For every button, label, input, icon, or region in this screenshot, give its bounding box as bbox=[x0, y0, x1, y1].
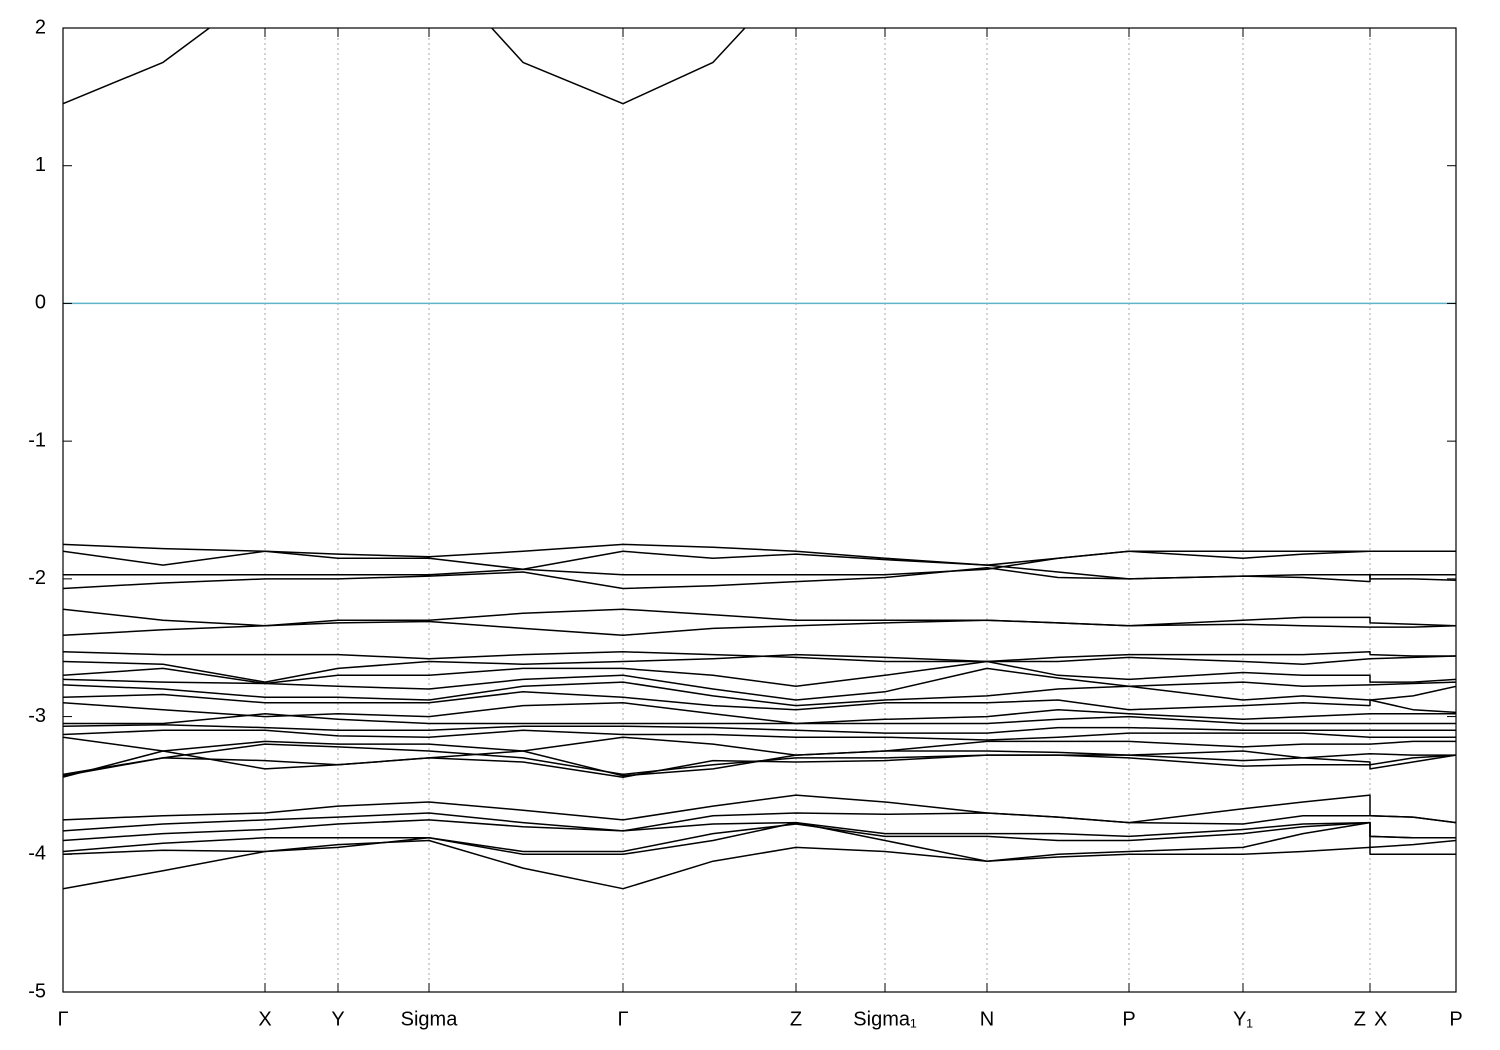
plot-frame bbox=[62, 27, 1457, 993]
x-tick-label: Sigma bbox=[401, 1008, 459, 1030]
y-tick-label: 1 bbox=[35, 154, 46, 176]
band-line bbox=[63, 543, 1456, 566]
x-tick-label: Γ bbox=[57, 1008, 68, 1030]
y-tick-label: -4 bbox=[28, 843, 46, 865]
band-line bbox=[63, 736, 1456, 756]
band-line bbox=[63, 660, 1456, 688]
x-tick-label: X bbox=[1374, 1008, 1387, 1030]
band-line bbox=[63, 743, 1456, 776]
x-tick-label: Γ bbox=[617, 1008, 628, 1030]
band-line bbox=[63, 839, 1456, 890]
band-line bbox=[63, 713, 1456, 725]
x-tick-label: Y bbox=[331, 1008, 344, 1030]
band-line bbox=[63, 691, 1456, 714]
y-tick-label: -1 bbox=[28, 429, 46, 451]
x-tick-label: N bbox=[980, 1008, 994, 1030]
band-line bbox=[63, 724, 1456, 734]
band-line bbox=[63, 567, 1456, 590]
x-tick-label: X bbox=[258, 1008, 271, 1030]
band-line bbox=[63, 653, 1456, 683]
band-line bbox=[63, 821, 1456, 862]
y-tick-label: -2 bbox=[28, 567, 46, 589]
plot-area bbox=[63, 28, 1456, 890]
band-line bbox=[63, 729, 1456, 741]
x-tick-label: P bbox=[1449, 1008, 1462, 1030]
grid bbox=[62, 28, 1457, 992]
band-line bbox=[63, 812, 1456, 832]
band-line bbox=[63, 667, 1456, 701]
band-line bbox=[63, 750, 1456, 778]
x-tick-label: Y₁ bbox=[1233, 1008, 1253, 1030]
band-line bbox=[63, 750, 1456, 777]
y-tick-label: -5 bbox=[28, 980, 46, 1002]
y-tick-label: -3 bbox=[28, 705, 46, 727]
band-line bbox=[63, 619, 1456, 637]
band-line bbox=[63, 794, 1456, 824]
band-line bbox=[63, 681, 1456, 707]
x-tick-label: P bbox=[1122, 1008, 1135, 1030]
band-line bbox=[63, 550, 1456, 576]
x-tick-label: Z bbox=[1354, 1008, 1366, 1030]
y-tick-label: 0 bbox=[35, 292, 46, 314]
band-line bbox=[63, 651, 1456, 663]
band-line bbox=[63, 28, 746, 105]
x-tick-label: Sigma₁ bbox=[853, 1008, 917, 1030]
y-tick-label: 2 bbox=[35, 16, 46, 38]
x-tick-label: Z bbox=[790, 1008, 802, 1030]
band-line bbox=[63, 608, 1456, 627]
band-line bbox=[63, 702, 1456, 725]
